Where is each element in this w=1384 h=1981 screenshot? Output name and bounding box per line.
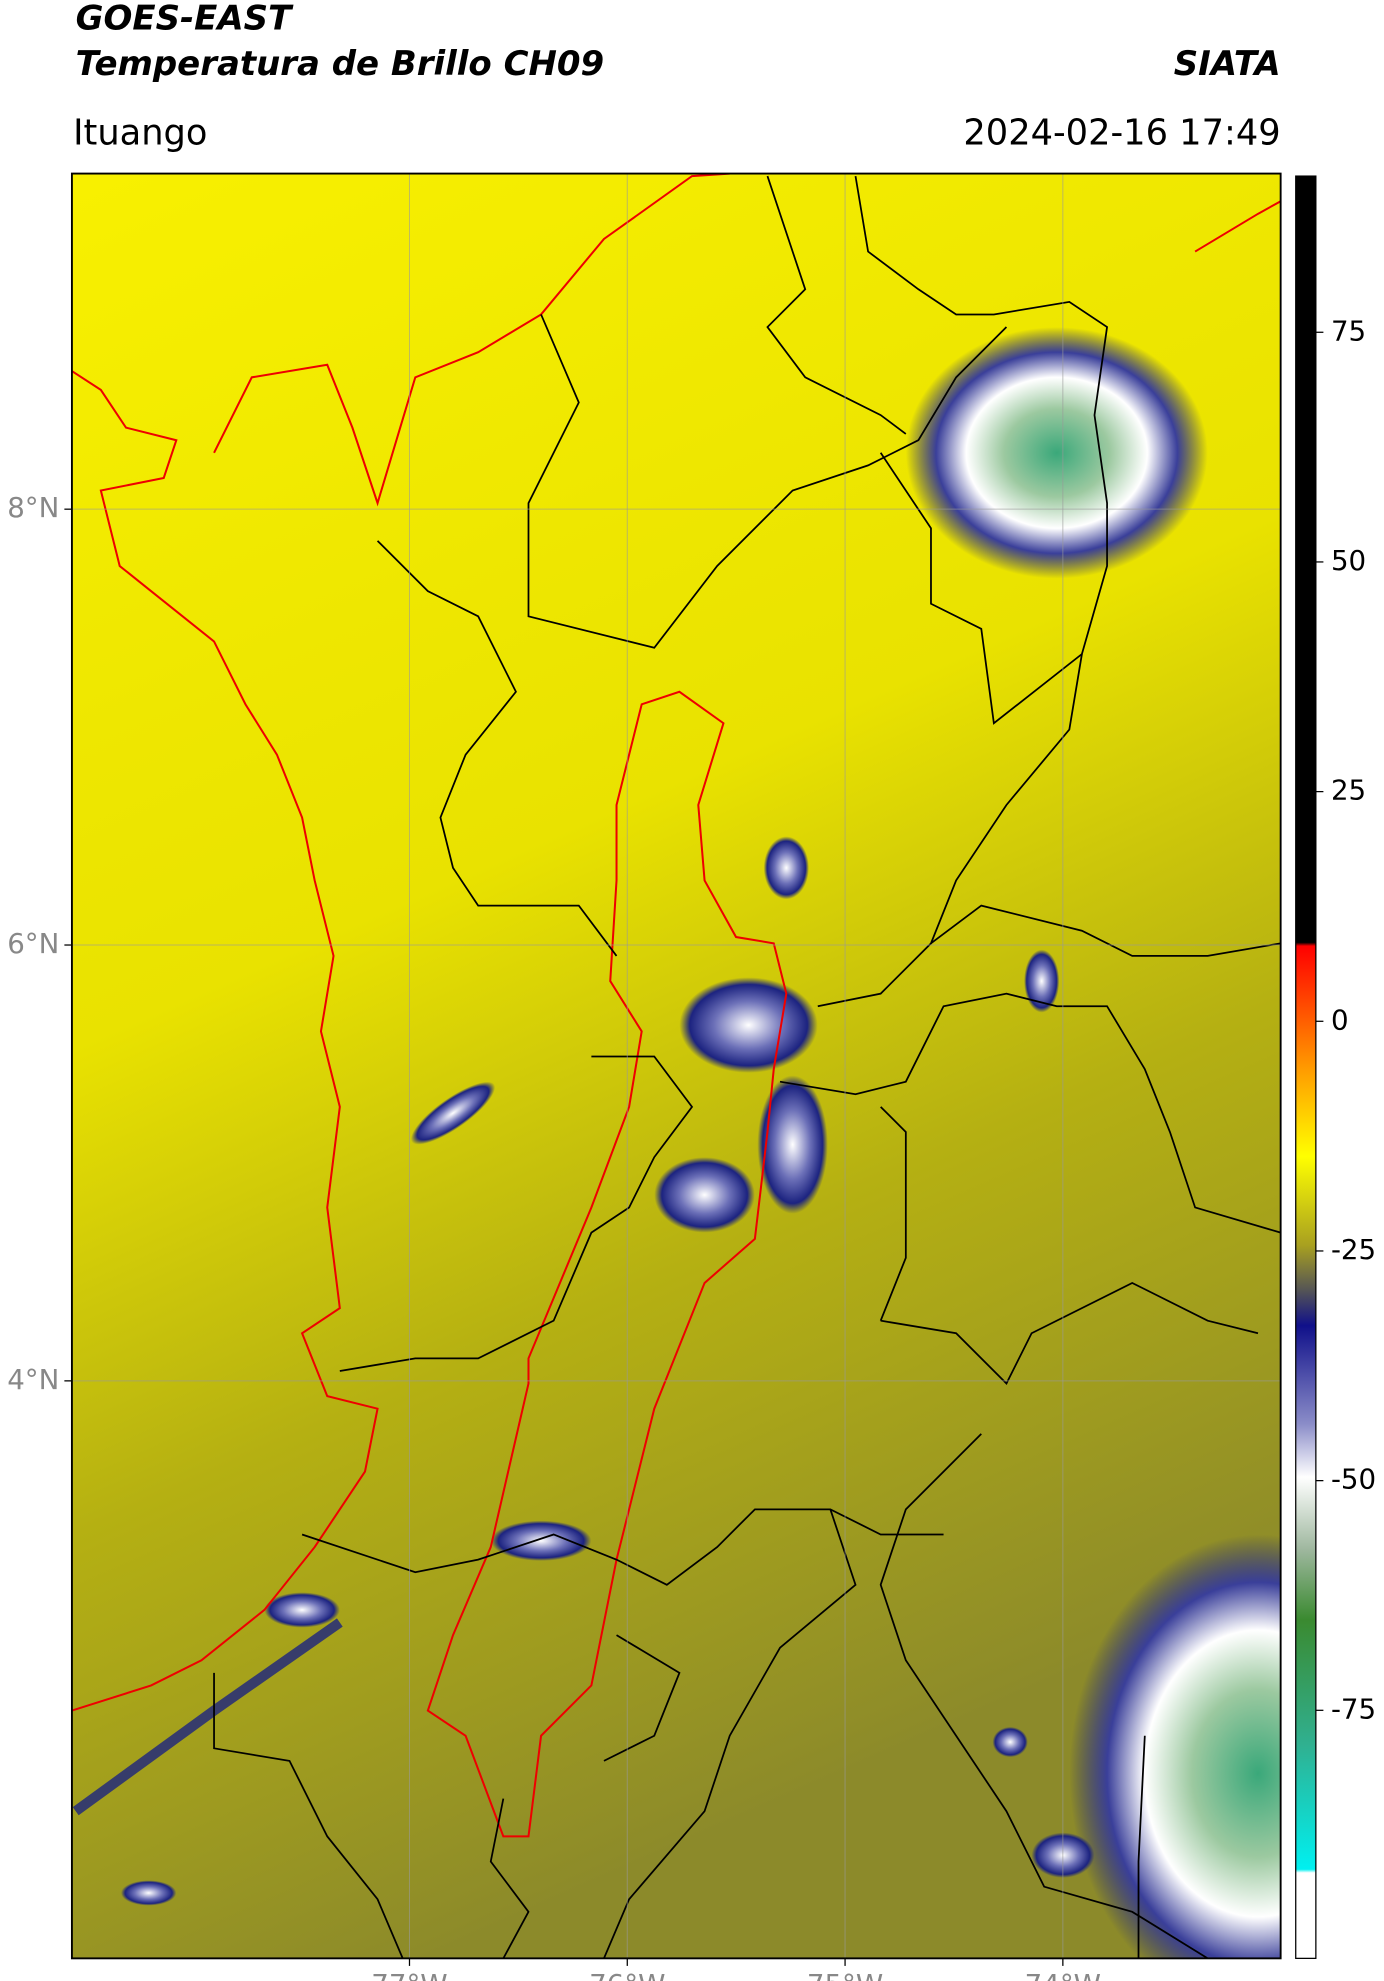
- cloud: [757, 1075, 828, 1214]
- location: Ituango: [73, 113, 207, 154]
- colorbar-label: -25: [1331, 1233, 1376, 1266]
- cloud: [1069, 1534, 1281, 1959]
- colorbar-label: 50: [1331, 544, 1366, 577]
- colorbar-label: 25: [1331, 774, 1366, 807]
- cloud: [1024, 949, 1060, 1013]
- cloud: [763, 836, 809, 900]
- title: GOES-EAST: [76, 0, 294, 39]
- colorbar-label: 0: [1331, 1003, 1349, 1036]
- colorbar-label: -75: [1331, 1692, 1376, 1725]
- colorbar-label: 75: [1331, 314, 1366, 347]
- x-tick-label: 75°W: [807, 1968, 883, 1981]
- colorbar-label: -50: [1331, 1463, 1376, 1496]
- y-tick-label: 4°N: [7, 1363, 59, 1396]
- agency: SIATA: [1174, 44, 1281, 84]
- cloud: [490, 1520, 592, 1561]
- y-tick-label: 8°N: [7, 491, 59, 524]
- coastline: [71, 173, 1281, 1838]
- y-tick-label: 6°N: [7, 927, 59, 960]
- map-frame: [70, 172, 1282, 1960]
- cloud: [120, 1880, 177, 1906]
- x-tick-label: 74°W: [1025, 1968, 1101, 1981]
- x-tick-label: 77°W: [371, 1968, 447, 1981]
- cloud: [679, 977, 818, 1073]
- colorbar: [1295, 175, 1317, 1959]
- cloud: [264, 1592, 340, 1628]
- cloud: [410, 1081, 496, 1145]
- grid: [71, 173, 1281, 1959]
- cloud: [654, 1157, 755, 1233]
- x-tick-label: 76°W: [589, 1968, 665, 1981]
- cloud: [905, 327, 1208, 579]
- timestamp: 2024-02-16 17:49: [963, 113, 1280, 154]
- cloud: [992, 1726, 1028, 1758]
- title: Temperatura de Brillo CH09: [76, 44, 604, 84]
- map-area: [71, 173, 1281, 1959]
- admin-border: [213, 175, 1281, 1959]
